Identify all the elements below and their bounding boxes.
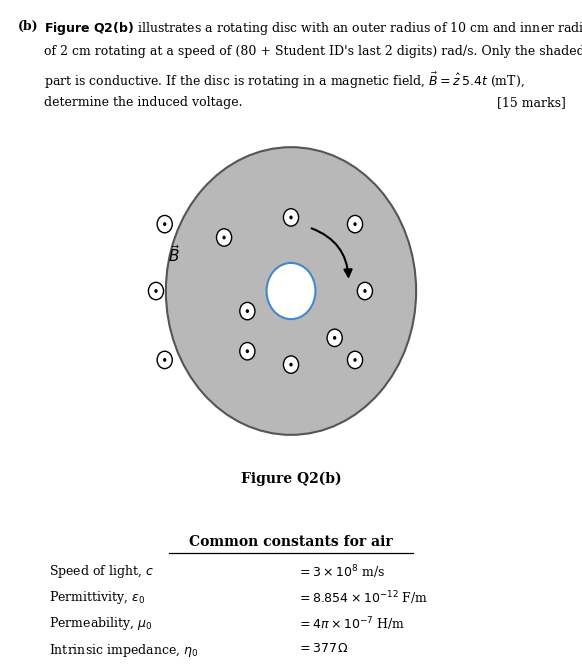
Circle shape bbox=[327, 329, 342, 347]
Text: determine the induced voltage.: determine the induced voltage. bbox=[44, 96, 242, 109]
Circle shape bbox=[357, 282, 372, 300]
Circle shape bbox=[353, 222, 357, 226]
Circle shape bbox=[289, 215, 293, 219]
Circle shape bbox=[163, 222, 166, 226]
Text: $= 4\pi \times 10^{-7}$ H/m: $= 4\pi \times 10^{-7}$ H/m bbox=[297, 615, 404, 633]
Circle shape bbox=[283, 209, 299, 226]
Text: $\vec{B}$: $\vec{B}$ bbox=[168, 244, 181, 265]
Circle shape bbox=[154, 289, 158, 293]
Circle shape bbox=[222, 235, 226, 240]
Circle shape bbox=[217, 229, 232, 246]
Circle shape bbox=[157, 351, 172, 369]
Text: Permeability, $\mu_0$: Permeability, $\mu_0$ bbox=[49, 615, 153, 632]
Circle shape bbox=[353, 358, 357, 362]
Text: $\mathbf{Figure\ Q2(b)}$ illustrates a rotating disc with an outer radius of 10 : $\mathbf{Figure\ Q2(b)}$ illustrates a r… bbox=[44, 20, 582, 37]
Circle shape bbox=[333, 336, 336, 340]
Text: Figure Q2(b): Figure Q2(b) bbox=[241, 472, 341, 486]
Text: Intrinsic impedance, $\eta_0$: Intrinsic impedance, $\eta_0$ bbox=[49, 642, 199, 658]
Text: Common constants for air: Common constants for air bbox=[189, 535, 393, 549]
Circle shape bbox=[246, 309, 249, 313]
Circle shape bbox=[240, 343, 255, 360]
Text: Permittivity, $\varepsilon_0$: Permittivity, $\varepsilon_0$ bbox=[49, 589, 146, 606]
Circle shape bbox=[363, 289, 367, 293]
Circle shape bbox=[240, 302, 255, 320]
Text: part is conductive. If the disc is rotating in a magnetic field, $\vec{B} = \hat: part is conductive. If the disc is rotat… bbox=[44, 71, 524, 91]
Text: $= 8.854 \times 10^{-12}$ F/m: $= 8.854 \times 10^{-12}$ F/m bbox=[297, 589, 428, 607]
Text: $= 3 \times 10^8$ m/s: $= 3 \times 10^8$ m/s bbox=[297, 563, 385, 581]
Circle shape bbox=[246, 349, 249, 353]
Circle shape bbox=[163, 358, 166, 362]
Circle shape bbox=[148, 282, 164, 300]
Text: Speed of light, $c$: Speed of light, $c$ bbox=[49, 563, 155, 580]
Text: of 2 cm rotating at a speed of (80 + Student ID's last 2 digits) rad/s. Only the: of 2 cm rotating at a speed of (80 + Stu… bbox=[44, 45, 582, 58]
Text: $= 377\,\Omega$: $= 377\,\Omega$ bbox=[297, 642, 349, 654]
Circle shape bbox=[166, 147, 416, 435]
Text: [15 marks]: [15 marks] bbox=[497, 96, 566, 109]
Circle shape bbox=[289, 363, 293, 367]
Text: (b): (b) bbox=[17, 20, 38, 33]
Circle shape bbox=[283, 356, 299, 373]
Circle shape bbox=[157, 215, 172, 233]
Circle shape bbox=[267, 263, 315, 319]
Circle shape bbox=[347, 215, 363, 233]
Circle shape bbox=[347, 351, 363, 369]
